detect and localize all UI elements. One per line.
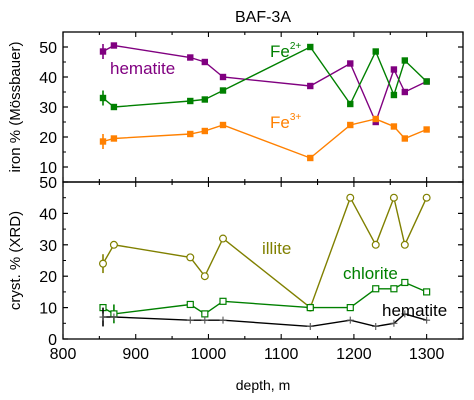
- x-tick-label: 1100: [264, 346, 299, 363]
- data-point: [187, 254, 194, 261]
- data-point: [373, 48, 379, 54]
- bottom-panel-xrd: 0 10 20 30 40 50 800 900 1000 1100 1200 1300 cryst. …: [7, 175, 463, 393]
- top-panel-mossbauer: 10 20 30 40 50 BAF-3A iron % (Mössbauer) hemati…: [7, 9, 463, 182]
- data-point: [202, 96, 208, 102]
- x-tick-label: 900: [122, 346, 149, 363]
- data-point: [423, 78, 429, 84]
- series-label: hematite: [110, 59, 175, 78]
- data-point: [111, 241, 118, 248]
- data-point: [424, 289, 430, 295]
- y-tick-label: 20: [39, 269, 57, 286]
- series-line: [103, 314, 427, 327]
- y-tick-label: 10: [39, 301, 57, 318]
- data-point: [100, 48, 106, 54]
- series-chlorite: chlorite: [100, 264, 430, 323]
- data-point: [307, 323, 314, 330]
- y-axis-label: cryst. % (XRD): [7, 211, 24, 310]
- y-tick-label: 20: [39, 130, 57, 147]
- data-point: [111, 135, 117, 141]
- data-point: [187, 98, 193, 104]
- data-point: [347, 194, 354, 201]
- series-illite: illite: [100, 194, 430, 311]
- series-label-sup: 2+: [290, 41, 302, 52]
- data-point: [187, 54, 193, 60]
- data-point: [391, 66, 397, 72]
- data-point: [402, 279, 408, 285]
- data-point: [373, 286, 379, 292]
- series-label-base: Fe: [270, 42, 290, 61]
- data-point: [187, 301, 193, 307]
- data-point: [202, 59, 208, 65]
- series-label-base: Fe: [270, 113, 290, 132]
- data-point: [202, 128, 208, 134]
- y-tick-label: 30: [39, 238, 57, 255]
- data-point: [100, 95, 106, 101]
- data-point: [111, 104, 117, 110]
- y-axis-label: iron % (Mössbauer): [7, 42, 24, 173]
- series-label: chlorite: [343, 264, 398, 283]
- data-point: [347, 122, 353, 128]
- y-tick-label: 40: [39, 70, 57, 87]
- x-axis-label: depth, m: [236, 377, 290, 393]
- data-point: [307, 155, 313, 161]
- data-point: [100, 314, 107, 321]
- data-point: [220, 87, 226, 93]
- data-point: [100, 138, 106, 144]
- x-tick-label: 1000: [191, 346, 227, 363]
- data-point: [401, 241, 408, 248]
- y-tick-label: 50: [39, 175, 57, 192]
- series-label: Fe3+: [270, 112, 301, 132]
- data-point: [307, 44, 313, 50]
- x-tick-label: 1200: [336, 346, 372, 363]
- data-point: [402, 89, 408, 95]
- data-point: [402, 135, 408, 141]
- data-point: [391, 123, 397, 129]
- y-tick-label: 50: [39, 40, 57, 57]
- data-point: [402, 57, 408, 63]
- x-tick-label: 1300: [409, 346, 445, 363]
- data-point: [307, 305, 313, 311]
- data-point: [100, 260, 107, 267]
- data-point: [220, 74, 226, 80]
- series-label-sup: 3+: [290, 112, 302, 123]
- data-point: [347, 60, 353, 66]
- series-label: Fe2+: [270, 41, 301, 61]
- data-point: [373, 116, 379, 122]
- data-point: [307, 83, 313, 89]
- data-point: [347, 101, 353, 107]
- data-point: [347, 317, 354, 324]
- data-point: [201, 317, 208, 324]
- series-label: hematite: [382, 301, 447, 320]
- series-label: illite: [262, 239, 291, 258]
- data-point: [220, 317, 227, 324]
- data-point: [423, 126, 429, 132]
- data-point: [391, 92, 397, 98]
- y-tick-label: 40: [39, 206, 57, 223]
- data-point: [201, 273, 208, 280]
- data-point: [372, 323, 379, 330]
- data-point: [391, 194, 398, 201]
- series-fe3-: Fe3+: [100, 112, 430, 161]
- data-point: [347, 305, 353, 311]
- data-point: [220, 235, 227, 242]
- data-point: [372, 241, 379, 248]
- data-point: [111, 42, 117, 48]
- x-tick-label: 800: [50, 346, 77, 363]
- data-point: [187, 131, 193, 137]
- data-point: [187, 317, 194, 324]
- data-point: [220, 298, 226, 304]
- series-hematite: hematite: [100, 42, 430, 125]
- data-point: [202, 311, 208, 317]
- data-point: [391, 286, 397, 292]
- data-point: [220, 122, 226, 128]
- chart-title: BAF-3A: [235, 9, 291, 26]
- data-point: [423, 194, 430, 201]
- y-tick-label: 30: [39, 100, 57, 117]
- plot-frame: [63, 32, 463, 182]
